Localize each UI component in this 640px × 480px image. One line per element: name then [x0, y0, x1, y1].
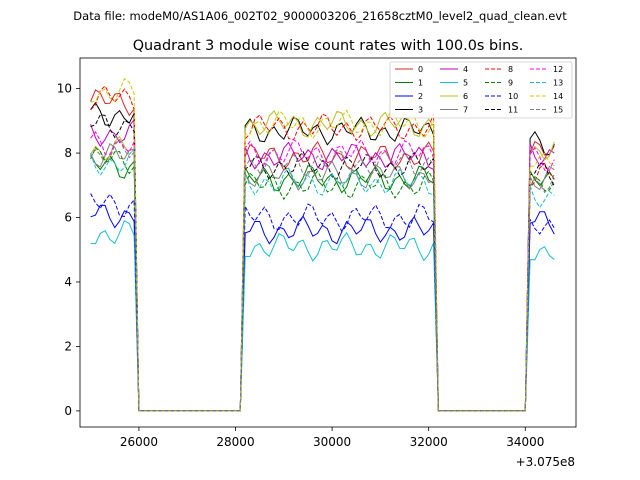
legend-label: 3	[418, 106, 423, 115]
y-tick-label: 0	[64, 404, 72, 418]
x-tick-label: 32000	[410, 435, 448, 449]
legend-label: 5	[463, 79, 468, 88]
x-axis-offset-label: +3.075e8	[516, 455, 575, 469]
x-axis: 26000 28000 30000 32000 34000	[120, 427, 544, 449]
plot-frame	[79, 57, 577, 428]
legend-label: 14	[553, 92, 563, 101]
legend-label: 2	[418, 92, 423, 101]
x-tick-label: 26000	[120, 435, 158, 449]
legend-label: 1	[418, 79, 423, 88]
legend-label: 10	[508, 92, 518, 101]
x-tick-label: 30000	[313, 435, 351, 449]
series-line-14	[90, 77, 555, 412]
legend-label: 13	[553, 79, 563, 88]
y-tick-label: 2	[64, 339, 72, 353]
legend-label: 9	[508, 79, 513, 88]
figure-suptitle: Data file: modeM0/AS1A06_002T02_90000032…	[73, 9, 567, 23]
legend-label: 7	[463, 106, 468, 115]
legend-label: 11	[508, 106, 518, 115]
y-tick-label: 10	[57, 82, 72, 96]
series-lines	[90, 77, 555, 412]
series-line-15	[90, 139, 555, 412]
legend-label: 4	[463, 65, 468, 74]
legend-box	[389, 61, 573, 119]
x-tick-label: 34000	[506, 435, 544, 449]
y-tick-label: 4	[64, 275, 72, 289]
legend-label: 8	[508, 65, 513, 74]
series-line-13	[90, 147, 555, 412]
legend-label: 6	[463, 92, 468, 101]
legend-label: 15	[553, 106, 563, 115]
legend-label: 12	[553, 65, 563, 74]
chart-title: Quadrant 3 module wise count rates with …	[133, 38, 524, 54]
x-tick-label: 28000	[216, 435, 254, 449]
y-axis: 0 2 4 6 8 10	[57, 82, 80, 418]
y-tick-label: 8	[64, 146, 72, 160]
legend-label: 0	[418, 65, 423, 74]
y-tick-label: 6	[64, 211, 72, 225]
